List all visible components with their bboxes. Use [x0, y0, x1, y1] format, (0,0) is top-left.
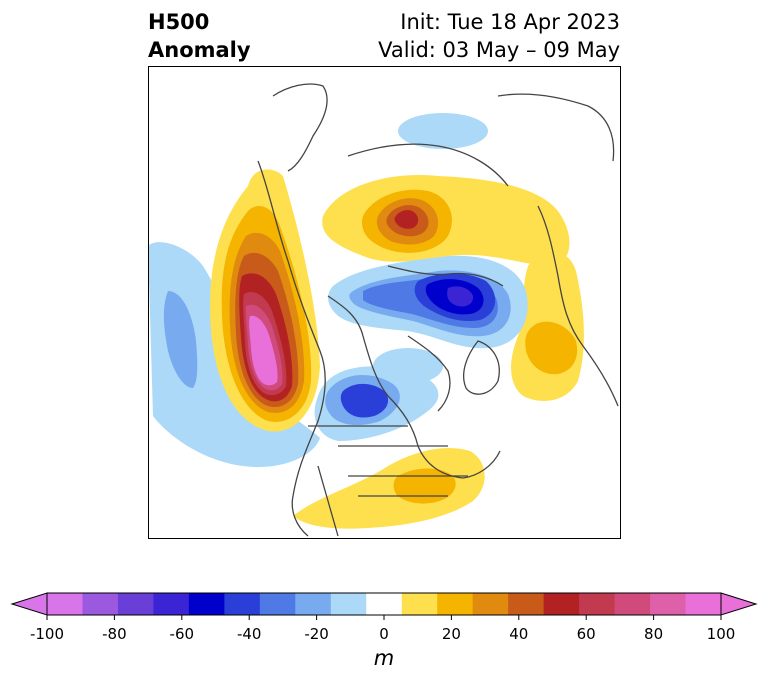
- arctic-negative-anomaly: [328, 113, 528, 384]
- title-field-line1: H500: [148, 10, 210, 34]
- colorbar-cell: [295, 593, 332, 615]
- coastlines: [257, 83, 619, 537]
- colorbar-extend-low: [10, 592, 48, 616]
- siberia-positive-anomaly: [322, 175, 570, 266]
- colorbar-cell: [153, 593, 190, 615]
- colorbar-cell: [117, 593, 154, 615]
- colorbar-tick-label: 60: [576, 625, 596, 643]
- chart-title: H500 Anomaly: [148, 8, 251, 64]
- colorbar-cell: [472, 593, 509, 615]
- valid-range: Valid: 03 May – 09 May: [378, 38, 620, 62]
- title-field-line2: Anomaly: [148, 38, 251, 62]
- colorbar-cell: [508, 593, 545, 615]
- colorbar-units: m: [373, 646, 395, 670]
- colorbar-tick-label: -60: [169, 625, 195, 643]
- colorbar: [10, 592, 758, 620]
- colorbar-tick-label: 40: [509, 625, 529, 643]
- colorbar-cell: [366, 593, 403, 615]
- colorbar-tick-label: -100: [29, 625, 65, 643]
- central-canada-negative-anomaly: [314, 366, 439, 441]
- colorbar-cell: [685, 593, 722, 615]
- colorbar-tick-label: 20: [441, 625, 461, 643]
- colorbar-cell: [224, 593, 261, 615]
- colorbar-cell: [614, 593, 651, 615]
- north-atlantic-positive-anomaly: [511, 251, 584, 401]
- ne-pacific-positive-anomaly: [210, 169, 320, 432]
- colorbar-tick-label: 80: [644, 625, 664, 643]
- colorbar-tick-label: 100: [706, 625, 736, 643]
- colorbar-cell: [82, 593, 119, 615]
- colorbar-cell: [188, 593, 225, 615]
- colorbar-tick-label: -80: [102, 625, 127, 643]
- colorbar-tick-label: -20: [304, 625, 329, 643]
- colorbar-cell: [543, 593, 580, 615]
- colorbar-tick-label: 0: [379, 625, 389, 643]
- se-us-positive-anomaly: [293, 447, 485, 529]
- colorbar-cell: [579, 593, 616, 615]
- colorbar-cell: [47, 593, 83, 615]
- chart-dates: Init: Tue 18 Apr 2023 Valid: 03 May – 09…: [378, 8, 620, 64]
- colorbar-cell: [437, 593, 474, 615]
- colorbar-extend-high: [720, 592, 758, 616]
- colorbar-tick-label: -40: [236, 625, 262, 643]
- colorbar-cell: [330, 593, 367, 615]
- colorbar-cell: [259, 593, 296, 615]
- init-date: Init: Tue 18 Apr 2023: [400, 10, 620, 34]
- anomaly-map: [148, 66, 621, 539]
- colorbar-cell: [650, 593, 687, 615]
- colorbar-cell: [401, 593, 438, 615]
